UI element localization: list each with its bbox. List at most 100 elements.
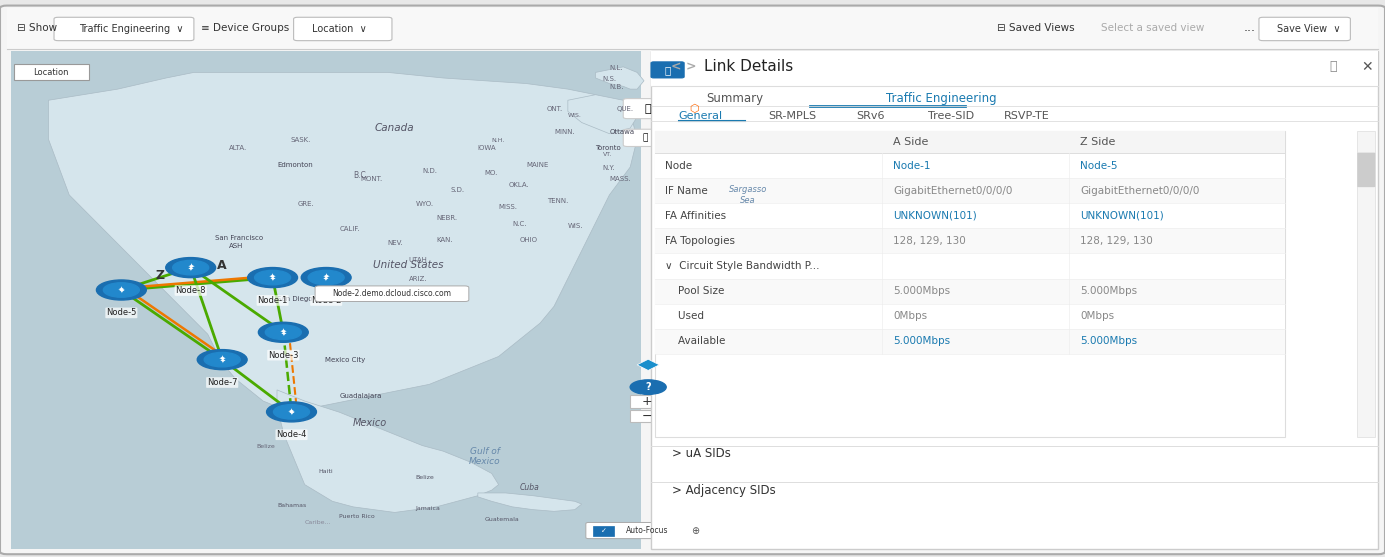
Text: ✦: ✦ — [219, 354, 226, 363]
Text: NEBR.: NEBR. — [436, 215, 457, 221]
Text: ?: ? — [645, 382, 651, 392]
FancyBboxPatch shape — [655, 131, 1285, 437]
Text: > uA SIDs: > uA SIDs — [672, 447, 731, 461]
Text: N.L.: N.L. — [609, 65, 623, 71]
Circle shape — [104, 283, 140, 297]
Text: Toronto: Toronto — [596, 145, 622, 152]
Polygon shape — [637, 359, 659, 370]
Text: Guatemala: Guatemala — [485, 517, 519, 522]
Text: Edmonton: Edmonton — [277, 162, 313, 168]
FancyBboxPatch shape — [1357, 153, 1375, 187]
Text: A Side: A Side — [893, 137, 929, 147]
Circle shape — [204, 353, 240, 367]
Text: CALIF.: CALIF. — [339, 226, 360, 232]
Text: SRv6: SRv6 — [856, 111, 885, 121]
Text: Mexico City: Mexico City — [325, 357, 366, 363]
Text: N.Y.: N.Y. — [602, 165, 615, 171]
Text: GigabitEthernet0/0/0/0: GigabitEthernet0/0/0/0 — [893, 186, 1012, 196]
FancyBboxPatch shape — [586, 522, 695, 539]
FancyBboxPatch shape — [655, 178, 1285, 203]
Circle shape — [197, 350, 247, 370]
Text: B.C.: B.C. — [353, 171, 368, 180]
Text: SR-MPLS: SR-MPLS — [769, 111, 817, 121]
Polygon shape — [478, 493, 582, 511]
Text: ✦: ✦ — [323, 276, 330, 282]
Text: +: + — [641, 395, 652, 408]
Text: 128, 129, 130: 128, 129, 130 — [1080, 236, 1154, 246]
Text: Node-7: Node-7 — [206, 378, 237, 387]
Text: Tree-SID: Tree-SID — [928, 111, 974, 121]
Text: ✦: ✦ — [119, 288, 125, 294]
Text: WIS.: WIS. — [568, 113, 582, 118]
Text: MASS.: MASS. — [609, 176, 632, 182]
Text: −: − — [641, 409, 652, 423]
Text: Guadalajara: Guadalajara — [339, 393, 382, 399]
Text: S.D.: S.D. — [450, 187, 464, 193]
FancyBboxPatch shape — [655, 278, 1285, 304]
Text: Summary: Summary — [706, 92, 763, 105]
Circle shape — [266, 402, 316, 422]
Text: Save View  ∨: Save View ∨ — [1277, 24, 1341, 34]
Circle shape — [302, 267, 352, 287]
Text: ✦: ✦ — [323, 272, 330, 281]
Text: San Francisco: San Francisco — [215, 234, 263, 241]
FancyBboxPatch shape — [655, 131, 1285, 153]
Text: GigabitEthernet0/0/0/0: GigabitEthernet0/0/0/0 — [1080, 186, 1199, 196]
Text: N.D.: N.D. — [422, 168, 438, 174]
Text: Caribe...: Caribe... — [305, 520, 331, 525]
Text: Node-5: Node-5 — [1080, 161, 1118, 170]
Text: Traffic Engineering: Traffic Engineering — [886, 92, 997, 105]
Circle shape — [166, 257, 216, 277]
Text: <: < — [670, 60, 681, 74]
Text: ✦: ✦ — [280, 326, 287, 336]
Text: 🗑: 🗑 — [1330, 60, 1337, 74]
FancyBboxPatch shape — [593, 526, 614, 536]
FancyBboxPatch shape — [655, 203, 1285, 228]
FancyBboxPatch shape — [630, 410, 665, 422]
Text: IF Name: IF Name — [665, 186, 708, 196]
Circle shape — [266, 325, 302, 340]
FancyBboxPatch shape — [14, 64, 89, 80]
Text: Ottawa: Ottawa — [609, 129, 634, 135]
Text: MISS.: MISS. — [499, 204, 518, 210]
Text: FA Affinities: FA Affinities — [665, 211, 726, 221]
Text: 🌐: 🌐 — [665, 65, 670, 75]
FancyBboxPatch shape — [651, 62, 684, 78]
Text: UNKNOWN(101): UNKNOWN(101) — [1080, 211, 1163, 221]
Text: ✦: ✦ — [288, 406, 295, 416]
Text: General: General — [679, 111, 723, 121]
Text: ✦: ✦ — [280, 330, 287, 336]
Text: MAINE: MAINE — [526, 162, 548, 168]
Circle shape — [248, 267, 298, 287]
Text: >: > — [686, 60, 697, 74]
Text: SASK.: SASK. — [291, 137, 312, 143]
Text: 🌐: 🌐 — [645, 104, 651, 114]
Text: ARIZ.: ARIZ. — [409, 276, 427, 282]
Circle shape — [307, 270, 343, 285]
Polygon shape — [48, 72, 637, 412]
Text: Sargasso
Sea: Sargasso Sea — [729, 185, 767, 204]
Text: Pool Size: Pool Size — [665, 286, 724, 296]
Text: 5.000Mbps: 5.000Mbps — [893, 336, 950, 346]
Text: ✕: ✕ — [1361, 60, 1373, 74]
Text: Node-8: Node-8 — [176, 286, 206, 295]
Text: Available: Available — [665, 336, 726, 346]
Text: Node-1: Node-1 — [258, 296, 288, 305]
FancyBboxPatch shape — [11, 51, 641, 549]
Circle shape — [259, 323, 309, 343]
Text: ✦: ✦ — [288, 410, 295, 416]
Text: N.H.: N.H. — [492, 138, 506, 143]
Text: ✓: ✓ — [601, 528, 607, 534]
FancyBboxPatch shape — [623, 99, 673, 119]
Text: ✦: ✦ — [187, 262, 194, 271]
Text: ...: ... — [1244, 21, 1256, 35]
Text: 🔍: 🔍 — [643, 134, 648, 143]
Polygon shape — [568, 95, 637, 134]
Text: ⊟ Saved Views: ⊟ Saved Views — [997, 23, 1075, 33]
Text: KAN.: KAN. — [436, 237, 453, 243]
Text: United States: United States — [374, 260, 443, 270]
Text: Location: Location — [33, 68, 69, 77]
FancyBboxPatch shape — [54, 17, 194, 41]
Circle shape — [255, 270, 291, 285]
Polygon shape — [596, 67, 644, 89]
